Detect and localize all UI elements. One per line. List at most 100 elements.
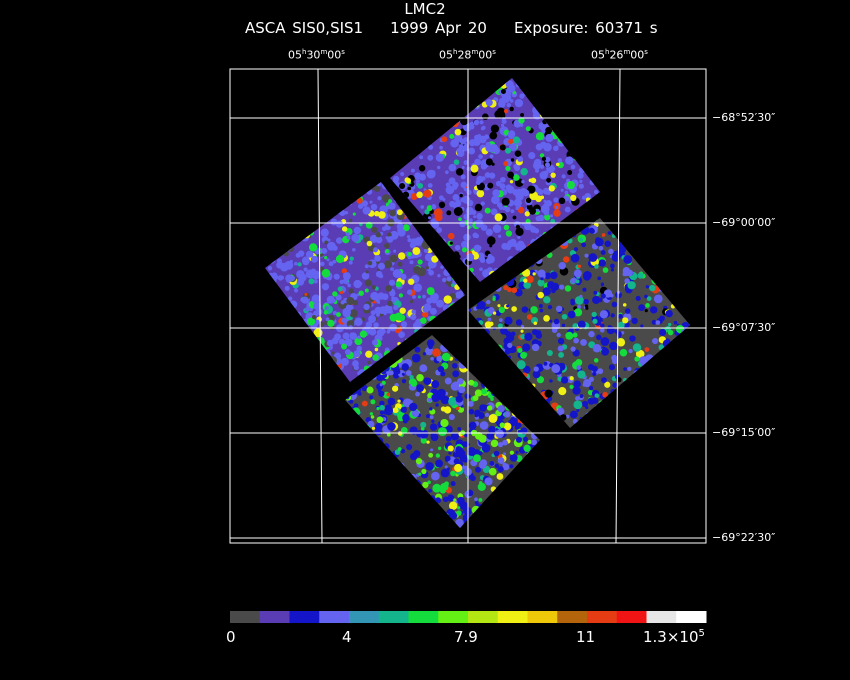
count-speckle <box>345 508 350 518</box>
count-speckle <box>513 375 521 382</box>
count-speckle <box>462 195 471 204</box>
count-speckle <box>267 266 273 271</box>
count-speckle <box>384 182 390 186</box>
count-speckle <box>560 414 567 421</box>
count-speckle <box>416 144 423 152</box>
count-speckle <box>585 218 592 222</box>
count-speckle <box>300 346 307 353</box>
count-speckle <box>569 232 573 237</box>
count-speckle <box>419 155 424 160</box>
count-speckle <box>464 393 470 399</box>
count-speckle <box>491 195 500 205</box>
count-speckle <box>341 343 348 350</box>
count-speckle <box>682 392 689 399</box>
count-speckle <box>368 315 377 324</box>
count-speckle <box>495 352 502 359</box>
count-speckle <box>677 376 681 381</box>
count-speckle <box>305 186 311 193</box>
count-speckle <box>393 111 401 118</box>
count-speckle <box>278 335 285 342</box>
count-speckle <box>416 502 421 507</box>
count-speckle <box>373 322 379 328</box>
count-speckle <box>418 131 424 137</box>
count-speckle <box>369 366 379 376</box>
count-speckle <box>506 304 510 308</box>
count-speckle <box>277 233 285 240</box>
count-speckle <box>487 182 494 189</box>
count-speckle <box>636 255 645 264</box>
count-speckle <box>539 109 545 116</box>
count-speckle <box>501 264 510 273</box>
count-speckle <box>479 404 487 412</box>
count-speckle <box>407 186 412 191</box>
count-speckle <box>644 347 650 352</box>
count-speckle <box>311 349 316 354</box>
count-speckle <box>351 233 360 242</box>
count-speckle <box>503 224 510 231</box>
count-speckle <box>398 293 404 298</box>
count-speckle <box>484 412 490 417</box>
count-speckle <box>424 253 434 262</box>
count-speckle <box>458 217 462 222</box>
count-speckle <box>590 87 597 93</box>
count-speckle <box>357 505 366 515</box>
count-speckle <box>301 296 309 304</box>
count-speckle <box>488 425 496 434</box>
count-speckle <box>431 419 435 423</box>
count-speckle <box>659 282 667 291</box>
count-speckle <box>687 370 690 375</box>
count-speckle <box>506 372 511 377</box>
count-speckle <box>530 390 534 394</box>
count-speckle <box>600 412 609 421</box>
count-speckle <box>576 365 581 370</box>
count-speckle <box>533 96 542 104</box>
count-speckle <box>455 168 464 176</box>
count-speckle <box>387 465 392 471</box>
count-speckle <box>494 110 503 119</box>
count-speckle <box>449 104 455 110</box>
count-speckle <box>572 332 578 338</box>
count-speckle <box>535 103 542 110</box>
count-speckle <box>446 110 452 116</box>
count-speckle <box>656 373 660 377</box>
count-speckle <box>451 108 456 113</box>
count-speckle <box>431 91 438 98</box>
count-speckle <box>333 273 340 280</box>
count-speckle <box>447 344 455 352</box>
count-speckle <box>420 205 425 209</box>
count-speckle <box>418 132 426 140</box>
count-speckle <box>313 328 323 338</box>
count-speckle <box>472 296 477 301</box>
count-speckle <box>461 328 465 333</box>
count-speckle <box>569 94 574 98</box>
count-speckle <box>602 401 611 410</box>
count-speckle <box>520 333 526 340</box>
count-speckle <box>377 482 384 489</box>
count-speckle <box>542 119 548 125</box>
count-speckle <box>515 406 521 412</box>
count-speckle <box>325 306 329 310</box>
count-speckle <box>373 185 381 192</box>
count-speckle <box>551 287 555 291</box>
count-speckle <box>348 260 353 265</box>
count-speckle <box>506 102 512 108</box>
count-speckle <box>510 516 516 522</box>
count-speckle <box>650 422 659 428</box>
count-speckle <box>466 166 471 172</box>
count-speckle <box>375 270 383 278</box>
count-speckle <box>680 387 689 396</box>
count-speckle <box>408 485 416 494</box>
count-speckle <box>349 256 354 261</box>
count-speckle <box>417 511 423 518</box>
count-speckle <box>504 316 513 325</box>
count-speckle <box>484 134 490 140</box>
count-speckle <box>354 317 363 326</box>
count-speckle <box>297 262 302 267</box>
count-speckle <box>651 276 660 285</box>
count-speckle <box>635 349 645 359</box>
count-speckle <box>370 399 376 405</box>
count-speckle <box>474 500 479 505</box>
count-speckle <box>480 356 485 360</box>
count-speckle <box>595 148 600 158</box>
count-speckle <box>559 424 567 428</box>
